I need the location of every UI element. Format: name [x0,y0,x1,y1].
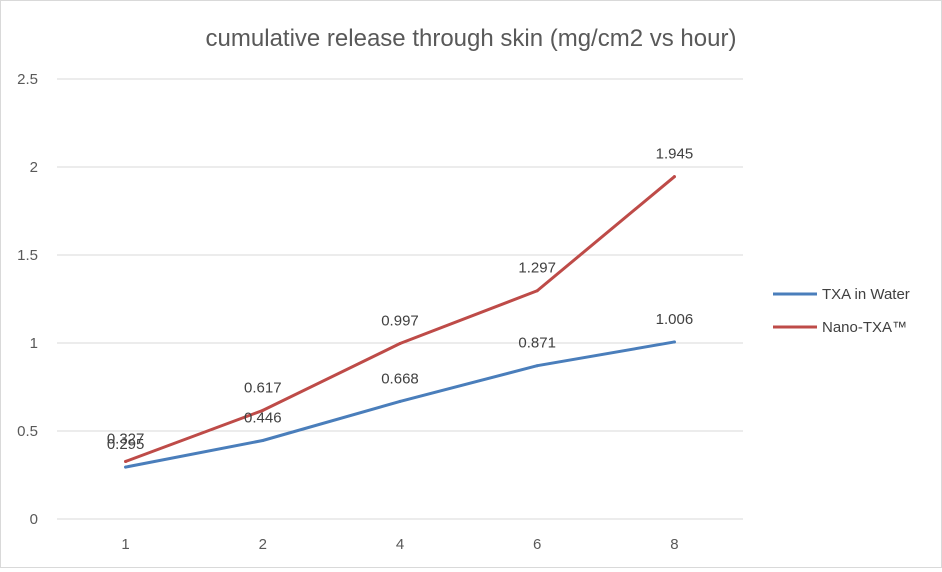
y-tick-label: 0 [30,511,38,528]
data-point [535,364,539,368]
data-point [672,175,676,179]
legend-entry: Nano-TXA™ [822,319,907,336]
y-tick-label: 2.5 [17,71,38,88]
legend: TXA in Water Nano-TXA™ [773,286,910,336]
data-point [535,289,539,293]
data-label: 1.297 [518,260,556,277]
x-tick-label: 1 [121,536,129,553]
x-tick-label: 6 [533,536,541,553]
x-axis-ticks: 1 2 4 6 8 [121,536,678,553]
data-label: 0.617 [244,379,282,396]
data-label: 0.446 [244,410,282,427]
y-axis-ticks: 0 0.5 1 1.5 2 2.5 [17,71,38,528]
data-point [261,439,265,443]
data-point [124,465,128,469]
data-point [398,399,402,403]
y-tick-label: 0.5 [17,423,38,440]
data-label: 0.668 [381,370,419,387]
data-labels: 0.295 0.446 0.668 0.871 1.006 0.327 0.617 0.997… [107,146,693,453]
data-label: 0.295 [107,436,145,453]
series-line-1 [124,340,676,469]
x-tick-label: 2 [259,536,267,553]
data-label: 1.006 [656,311,694,328]
data-label: 0.327 [107,430,145,447]
y-tick-label: 1.5 [17,247,38,264]
data-label: 0.871 [518,335,556,352]
y-tick-label: 2 [30,159,38,176]
chart-title: cumulative release through skin (mg/cm2 … [206,25,737,52]
data-label: 0.997 [381,313,419,330]
x-tick-label: 8 [670,536,678,553]
data-label: 1.945 [656,146,694,163]
gridlines [57,78,743,520]
x-tick-label: 4 [396,536,404,553]
data-point [261,408,265,412]
data-point [672,340,676,344]
legend-entry: TXA in Water [822,286,910,303]
data-point [124,459,128,463]
data-point [398,342,402,346]
series-lines [124,175,676,469]
y-tick-label: 1 [30,335,38,352]
